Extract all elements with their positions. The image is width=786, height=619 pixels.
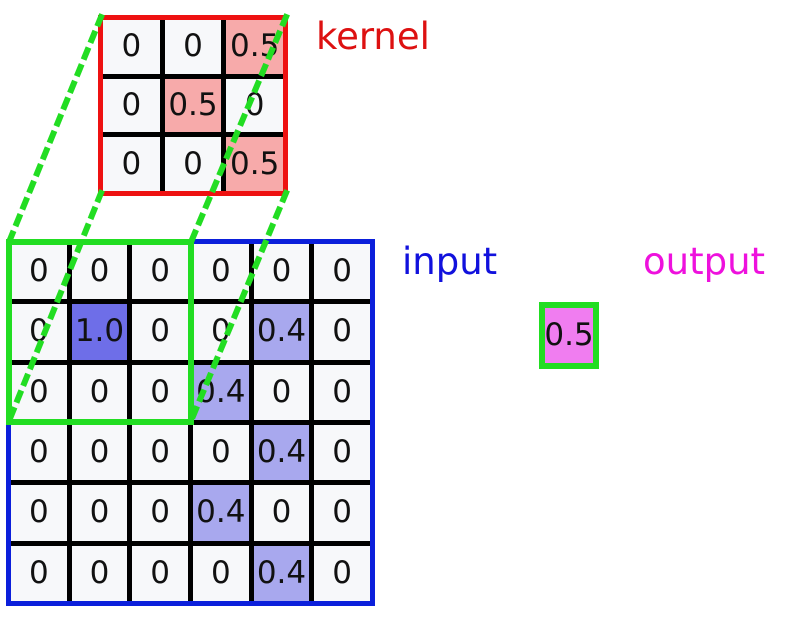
input-cell: 0 bbox=[253, 364, 310, 420]
kernel-cell: 0 bbox=[103, 137, 160, 191]
input-cell-value: 0 bbox=[210, 434, 231, 471]
input-cell: 0 bbox=[253, 244, 310, 300]
input-cell: 0 bbox=[11, 485, 67, 541]
input-cell: 0 bbox=[193, 244, 249, 300]
input-grid: 0 0 0 0 0 0 0 1.0 0 0 0.4 0 0 0 0 0.4 0 0 0 0 0 0 0.4 0 0 0 0 0.4 0 0… bbox=[6, 239, 375, 606]
input-cell: 0 bbox=[314, 244, 370, 300]
input-cell-value: 0 bbox=[332, 554, 353, 591]
kernel-cell: 0.5 bbox=[164, 78, 222, 133]
input-cell-value: 0.4 bbox=[256, 554, 307, 591]
kernel-cell: 0 bbox=[164, 20, 222, 74]
input-cell-value: 0 bbox=[332, 313, 353, 350]
input-cell-value: 0 bbox=[271, 373, 292, 410]
input-cell: 0 bbox=[71, 364, 128, 420]
kernel-cell-value: 0 bbox=[183, 145, 203, 182]
input-cell: 0 bbox=[193, 425, 249, 481]
input-cell-value: 0.4 bbox=[256, 434, 307, 471]
input-cell: 1.0 bbox=[71, 304, 128, 360]
kernel-cell-value: 0 bbox=[121, 86, 142, 123]
input-cell-value: 0 bbox=[28, 373, 49, 410]
input-cell-value: 0 bbox=[28, 253, 49, 290]
input-cell-value: 0 bbox=[150, 313, 171, 350]
input-cell: 0 bbox=[193, 545, 249, 601]
kernel-cell-value: 0.5 bbox=[168, 86, 218, 123]
input-cell-value: 0.4 bbox=[196, 494, 246, 531]
input-cell-value: 0 bbox=[150, 373, 171, 410]
input-cell: 0 bbox=[11, 364, 67, 420]
input-cell: 0 bbox=[132, 545, 188, 601]
input-cell-value: 0 bbox=[89, 434, 110, 471]
input-cell-value: 0 bbox=[150, 494, 171, 531]
input-cell: 0 bbox=[314, 304, 370, 360]
kernel-grid: 0 0 0.5 0 0.5 0 0 0 0.5 bbox=[98, 15, 288, 196]
input-cell: 0 bbox=[314, 425, 370, 481]
input-cell: 0.4 bbox=[253, 545, 310, 601]
input-cell: 0.4 bbox=[193, 485, 249, 541]
kernel-cell: 0.5 bbox=[226, 20, 283, 74]
input-cell: 0 bbox=[193, 304, 249, 360]
kernel-cell-value: 0 bbox=[244, 86, 265, 123]
input-cell: 0 bbox=[71, 545, 128, 601]
input-cell-value: 0 bbox=[332, 434, 353, 471]
input-cell: 0 bbox=[11, 304, 67, 360]
input-cell: 0.4 bbox=[193, 364, 249, 420]
kernel-cell-value: 0 bbox=[183, 28, 203, 65]
output-value: 0.5 bbox=[544, 317, 594, 353]
kernel-cell-value: 0 bbox=[121, 145, 142, 182]
output-cell: 0.5 bbox=[539, 302, 599, 369]
input-cell-value: 0 bbox=[28, 313, 49, 350]
input-cell: 0 bbox=[253, 485, 310, 541]
input-cell-value: 0 bbox=[89, 554, 110, 591]
input-cell-value: 1.0 bbox=[74, 313, 125, 350]
input-cell: 0 bbox=[11, 244, 67, 300]
projection-line-top-left bbox=[5, 13, 105, 246]
input-cell: 0 bbox=[132, 304, 188, 360]
input-cell-value: 0 bbox=[150, 554, 171, 591]
kernel-label: kernel bbox=[316, 15, 430, 58]
input-cell: 0 bbox=[132, 244, 188, 300]
input-cell: 0 bbox=[132, 485, 188, 541]
input-cell: 0 bbox=[71, 425, 128, 481]
kernel-cell-value: 0.5 bbox=[230, 28, 280, 65]
input-cell-value: 0 bbox=[271, 253, 292, 290]
input-cell-value: 0 bbox=[150, 434, 171, 471]
input-cell: 0 bbox=[11, 545, 67, 601]
input-cell-value: 0 bbox=[210, 554, 231, 591]
input-cell: 0 bbox=[11, 425, 67, 481]
kernel-cell: 0.5 bbox=[226, 137, 283, 191]
input-cell-value: 0 bbox=[210, 313, 231, 350]
kernel-cell: 0 bbox=[103, 20, 160, 74]
input-cell: 0 bbox=[132, 425, 188, 481]
input-cell-value: 0 bbox=[89, 253, 110, 290]
input-cell: 0 bbox=[71, 485, 128, 541]
input-cell: 0 bbox=[71, 244, 128, 300]
input-cell: 0.4 bbox=[253, 425, 310, 481]
input-cell-value: 0 bbox=[89, 373, 110, 410]
input-cell-value: 0.4 bbox=[196, 373, 246, 410]
input-cell-value: 0 bbox=[28, 494, 49, 531]
output-label: output bbox=[643, 240, 766, 283]
input-cell-value: 0 bbox=[89, 494, 110, 531]
input-cell-value: 0 bbox=[332, 253, 353, 290]
input-cell: 0 bbox=[132, 364, 188, 420]
input-cell: 0.4 bbox=[253, 304, 310, 360]
input-label: input bbox=[402, 240, 498, 283]
input-cell-value: 0 bbox=[332, 494, 353, 531]
kernel-cell: 0 bbox=[226, 78, 283, 133]
input-cell-value: 0 bbox=[28, 554, 49, 591]
input-cell-value: 0 bbox=[150, 253, 171, 290]
kernel-cell-value: 0 bbox=[121, 28, 142, 65]
kernel-cell: 0 bbox=[103, 78, 160, 133]
kernel-cell: 0 bbox=[164, 137, 222, 191]
input-cell-value: 0 bbox=[332, 373, 353, 410]
input-cell-value: 0 bbox=[28, 434, 49, 471]
input-cell-value: 0 bbox=[210, 253, 231, 290]
input-cell-value: 0 bbox=[271, 494, 292, 531]
kernel-cell-value: 0.5 bbox=[230, 145, 280, 182]
input-cell: 0 bbox=[314, 364, 370, 420]
input-cell: 0 bbox=[314, 485, 370, 541]
input-cell: 0 bbox=[314, 545, 370, 601]
input-cell-value: 0.4 bbox=[256, 313, 307, 350]
